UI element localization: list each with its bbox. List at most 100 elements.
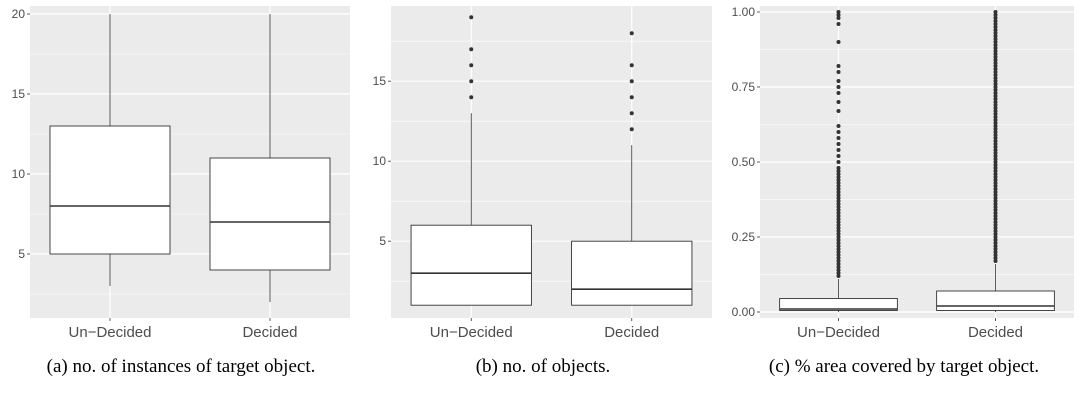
outlier-point	[836, 166, 841, 170]
outlier-point	[993, 37, 998, 41]
outlier-point	[836, 274, 841, 278]
outlier-point	[993, 28, 998, 32]
outlier-point	[836, 217, 841, 221]
outlier-point	[629, 111, 634, 116]
outlier-point	[993, 82, 998, 86]
outlier-point	[836, 187, 841, 191]
outlier-point	[993, 247, 998, 251]
outlier-point	[836, 202, 841, 206]
outlier-point	[836, 148, 841, 152]
outlier-point	[836, 178, 841, 182]
y-tick-label: 15	[373, 74, 387, 88]
outlier-point	[993, 256, 998, 260]
outlier-point	[993, 226, 998, 230]
box-iqr	[571, 240, 693, 306]
outlier-point	[836, 220, 841, 224]
outlier-point	[993, 232, 998, 236]
outlier-point	[993, 88, 998, 92]
outlier-point	[836, 229, 841, 233]
outlier-point	[993, 217, 998, 221]
outlier-point	[993, 241, 998, 245]
outlier-point	[836, 40, 841, 44]
outlier-point	[836, 250, 841, 254]
outlier-point	[836, 22, 841, 26]
outlier-point	[836, 109, 841, 113]
outlier-point	[629, 63, 634, 68]
outlier-point	[836, 265, 841, 269]
y-tick-label: 15	[12, 87, 26, 101]
outlier-point	[836, 13, 841, 17]
boxplot-instances-target-object: 5 10 15 20 Un−Decided Decided	[12, 6, 350, 341]
outlier-point	[993, 139, 998, 143]
outlier-point	[993, 121, 998, 125]
outlier-point	[836, 190, 841, 194]
outlier-point	[993, 157, 998, 161]
outlier-point	[993, 118, 998, 122]
box-iqr	[410, 224, 532, 306]
outlier-point	[993, 223, 998, 227]
outlier-point	[993, 190, 998, 194]
outlier-point	[469, 63, 474, 68]
outlier-point	[993, 142, 998, 146]
outlier-point	[469, 15, 474, 20]
outlier-point	[993, 22, 998, 26]
outlier-point	[993, 244, 998, 248]
outlier-point	[836, 208, 841, 212]
x-tick-label: Decided	[604, 324, 659, 341]
outlier-point	[836, 253, 841, 257]
x-tick-label: Decided	[242, 324, 297, 341]
outlier-point	[993, 148, 998, 152]
outlier-point	[993, 211, 998, 215]
boxplot-number-of-objects: 5 10 15 Un−Decided Decided	[373, 6, 712, 341]
box-iqr	[779, 298, 898, 311]
outlier-point	[993, 205, 998, 209]
x-tick-label: Un−Decided	[430, 324, 513, 341]
y-tick-label: 5	[18, 247, 25, 261]
y-tick-label: 5	[379, 234, 386, 248]
outlier-point	[993, 250, 998, 254]
outlier-point	[993, 67, 998, 71]
outlier-point	[993, 55, 998, 59]
outlier-point	[836, 211, 841, 215]
y-tick-label: 0.50	[732, 155, 756, 169]
outlier-point	[993, 199, 998, 203]
outlier-point	[993, 235, 998, 239]
outlier-point	[993, 46, 998, 50]
outlier-point	[993, 208, 998, 212]
outlier-point	[836, 64, 841, 68]
outlier-point	[993, 154, 998, 158]
caption-a: (a) no. of instances of target object.	[46, 356, 316, 377]
outlier-point	[993, 52, 998, 56]
outlier-point	[469, 79, 474, 84]
outlier-point	[993, 175, 998, 179]
outlier-point	[629, 31, 634, 36]
outlier-point	[993, 109, 998, 113]
outlier-point	[993, 31, 998, 35]
outlier-point	[836, 226, 841, 230]
outlier-point	[993, 172, 998, 176]
caption-b: (b) no. of objects.	[475, 356, 611, 377]
box-iqr	[936, 290, 1055, 311]
outlier-point	[836, 79, 841, 83]
outlier-point	[993, 151, 998, 155]
outlier-point	[993, 193, 998, 197]
outlier-point	[993, 166, 998, 170]
outlier-point	[836, 184, 841, 188]
box-iqr	[209, 157, 331, 271]
outlier-point	[836, 130, 841, 134]
outlier-point	[993, 115, 998, 119]
x-tick-label: Decided	[968, 324, 1023, 341]
outlier-point	[993, 163, 998, 167]
outlier-point	[836, 136, 841, 140]
caption-c: (c) % area covered by target object.	[768, 356, 1040, 377]
y-tick-label: 1.00	[732, 5, 756, 19]
outlier-point	[836, 244, 841, 248]
outlier-point	[836, 172, 841, 176]
outlier-point	[836, 214, 841, 218]
outlier-point	[993, 106, 998, 110]
outlier-point	[836, 268, 841, 272]
y-tick-label: 0.00	[732, 305, 756, 319]
outlier-point	[993, 112, 998, 116]
outlier-point	[836, 70, 841, 74]
outlier-point	[836, 199, 841, 203]
